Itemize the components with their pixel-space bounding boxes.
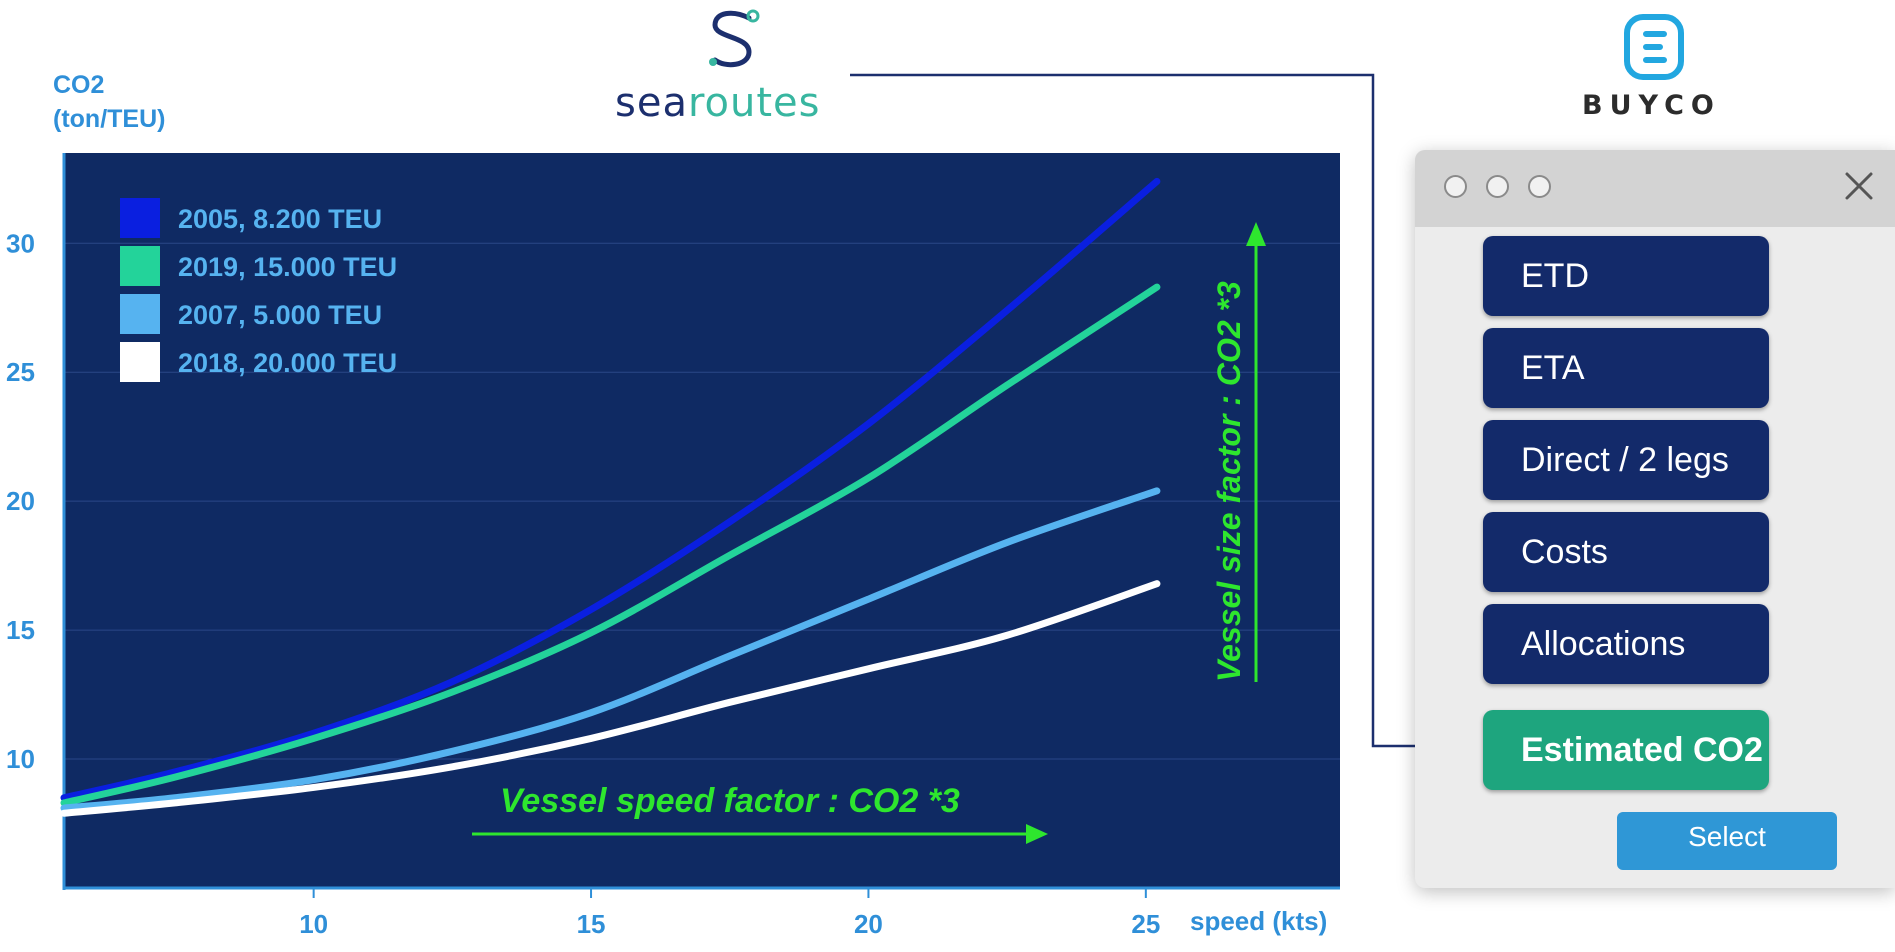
x-tick-label: 20 xyxy=(854,909,883,939)
close-icon[interactable] xyxy=(1841,168,1877,204)
searoutes-wordmark: searoutes xyxy=(615,80,821,126)
x-axis-label: speed (kts) xyxy=(1190,906,1327,936)
y-tick-label: 15 xyxy=(6,615,35,645)
window-dot-3[interactable] xyxy=(1528,175,1551,198)
y-tick-label: 30 xyxy=(6,228,35,258)
legend-label-2: 2019, 15.000 TEU xyxy=(178,252,397,282)
speed-factor-annotation: Vessel speed factor : CO2 *3 xyxy=(500,782,960,820)
eta-button[interactable]: ETA xyxy=(1483,328,1769,408)
legend-swatch-4 xyxy=(120,342,160,382)
searoutes-word-routes: routes xyxy=(687,80,821,126)
window-dot-1[interactable] xyxy=(1444,175,1467,198)
buyco-wordmark: BUYCO xyxy=(1582,90,1721,121)
series-line-3 xyxy=(60,487,1161,812)
searoutes-logo-icon xyxy=(709,9,760,68)
series-line-2 xyxy=(60,283,1161,807)
select-button[interactable]: Select xyxy=(1617,812,1837,870)
legend-swatch-2 xyxy=(120,246,160,286)
legend-swatch-1 xyxy=(120,198,160,238)
y-tick-label: 10 xyxy=(6,744,35,774)
buyco-logo-icon xyxy=(1624,14,1684,80)
buyco-logo: BUYCO xyxy=(1570,10,1770,121)
allocations-button[interactable]: Allocations xyxy=(1483,604,1769,684)
panel-titlebar xyxy=(1415,150,1895,227)
y-axis-label: CO2 (ton/TEU) xyxy=(53,68,165,136)
speed-factor-arrowhead xyxy=(1026,824,1048,844)
y-tick-label: 20 xyxy=(6,486,35,516)
x-tick-label: 25 xyxy=(1131,909,1160,939)
legend-label-4: 2018, 20.000 TEU xyxy=(178,348,397,378)
size-factor-annotation: Vessel size factor : CO2 *3 xyxy=(1211,281,1247,682)
y-axis-label-line1: CO2 xyxy=(53,71,105,99)
plot-background xyxy=(64,153,1340,888)
costs-button[interactable]: Costs xyxy=(1483,512,1769,592)
series-line-1 xyxy=(60,177,1161,802)
window-dot-2[interactable] xyxy=(1486,175,1509,198)
x-tick-label: 10 xyxy=(299,909,328,939)
size-factor-arrowhead xyxy=(1246,222,1266,246)
legend-swatch-3 xyxy=(120,294,160,334)
series-line-4 xyxy=(60,580,1161,817)
direct-legs-button[interactable]: Direct / 2 legs xyxy=(1483,420,1769,500)
y-axis-label-line2: (ton/TEU) xyxy=(53,105,166,133)
y-tick-label: 25 xyxy=(6,357,35,387)
etd-button[interactable]: ETD xyxy=(1483,236,1769,316)
x-tick-label: 15 xyxy=(577,909,606,939)
searoutes-logo: searoutes xyxy=(615,8,845,128)
searoutes-word-sea: sea xyxy=(615,80,688,126)
co2-options-panel: ETD ETA Direct / 2 legs Costs Allocation… xyxy=(1415,150,1895,888)
legend-label-3: 2007, 5.000 TEU xyxy=(178,300,382,330)
legend-label-1: 2005, 8.200 TEU xyxy=(178,204,382,234)
estimated-co2-button[interactable]: Estimated CO2 xyxy=(1483,710,1769,790)
